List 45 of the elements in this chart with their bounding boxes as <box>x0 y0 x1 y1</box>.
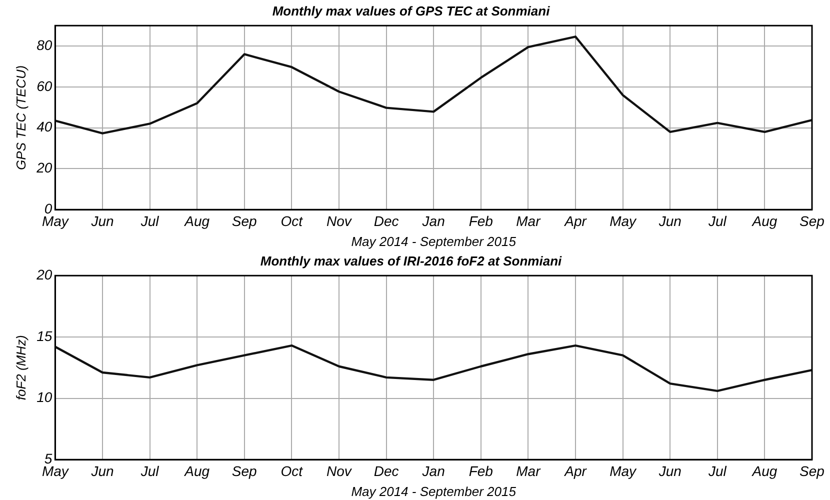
x-tick-label: Oct <box>280 462 304 479</box>
x-tick-label: Dec <box>374 212 399 229</box>
x-tick-label: Jun <box>90 212 114 229</box>
x-tick-label: Aug <box>751 212 778 229</box>
x-tick-label: Apr <box>564 462 588 479</box>
y-axis-title: GPS TEC (TECU) <box>13 65 28 170</box>
x-tick-label: Jul <box>140 212 160 229</box>
x-tick-label: Jun <box>658 462 682 479</box>
x-tick-label: Jul <box>707 462 728 479</box>
y-tick-label: 10 <box>36 389 52 406</box>
x-tick-label: Nov <box>326 212 352 229</box>
x-tick-label: Sep <box>232 462 258 479</box>
x-tick-label: Sep <box>232 212 258 229</box>
y-tick-label: 15 <box>36 328 52 344</box>
x-tick-label: Nov <box>326 462 352 479</box>
y-tick-label: 80 <box>36 36 52 53</box>
x-tick-label: Jul <box>707 212 728 229</box>
x-tick-label: Aug <box>184 462 210 479</box>
chart-title: Monthly max values of GPS TEC at Sonmiani <box>272 3 550 18</box>
x-tick-label: Oct <box>280 212 304 229</box>
y-tick-label: 60 <box>36 78 52 94</box>
y-axis-title: foF2 (MHz) <box>13 335 28 400</box>
x-tick-label: Mar <box>516 462 542 479</box>
x-tick-label: Sep <box>800 462 825 479</box>
x-tick-label: May <box>610 212 638 229</box>
x-tick-label: Aug <box>751 462 778 479</box>
x-tick-label: Sep <box>800 212 825 229</box>
x-axis-title: May 2014 - September 2015 <box>351 484 517 499</box>
x-tick-label: Dec <box>374 462 399 479</box>
x-tick-label: Jun <box>658 212 682 229</box>
x-tick-label: Feb <box>468 462 494 479</box>
x-tick-label: Jan <box>421 212 446 229</box>
chart-title: Monthly max values of IRI-2016 foF2 at Sonmiani <box>260 253 562 268</box>
x-tick-label: May <box>610 462 638 479</box>
x-tick-label: Jun <box>90 462 114 479</box>
x-tick-label: Aug <box>184 212 210 229</box>
x-axis-title: May 2014 - September 2015 <box>351 234 517 249</box>
x-tick-label: Jul <box>140 462 160 479</box>
y-tick-label: 40 <box>36 118 52 135</box>
y-tick-label: 20 <box>36 160 52 176</box>
y-tick-label: 20 <box>36 266 52 282</box>
x-tick-label: Feb <box>468 212 494 229</box>
x-tick-label: Jan <box>421 462 446 479</box>
x-tick-label: Mar <box>516 212 542 229</box>
x-tick-label: Apr <box>564 212 588 229</box>
